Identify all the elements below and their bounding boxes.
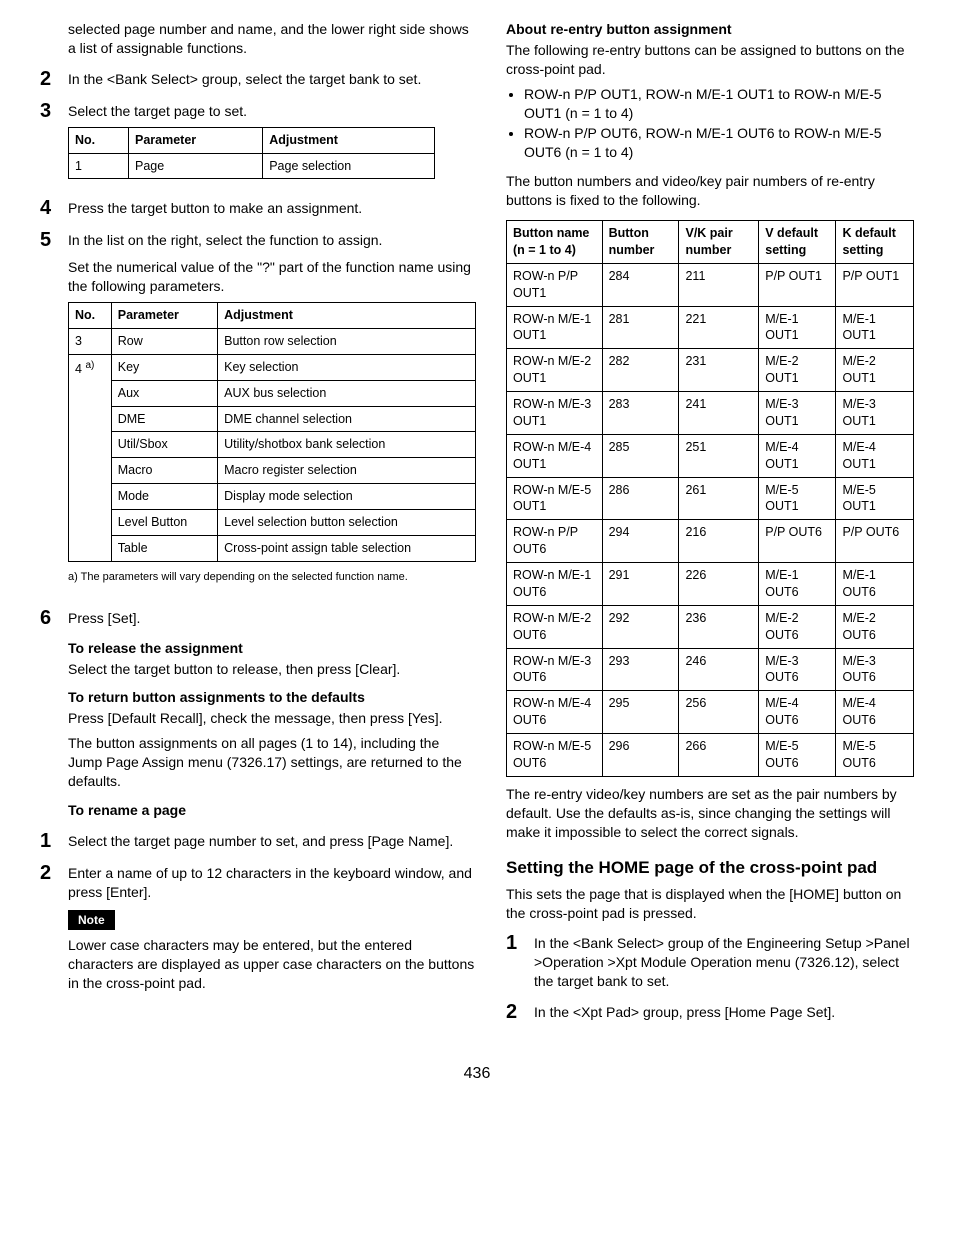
step-number: 1 xyxy=(40,830,68,852)
heading-reentry: About re-entry button assignment xyxy=(506,20,914,39)
left-column: selected page number and name, and the l… xyxy=(40,20,476,1033)
rename-step-1: 1 Select the target page number to set, … xyxy=(40,830,476,852)
step-body: In the <Bank Select> group of the Engine… xyxy=(534,932,914,991)
heading-return-defaults: To return button assignments to the defa… xyxy=(68,688,476,707)
table-row: ROW-n M/E-2 OUT1282231M/E-2 OUT1M/E-2 OU… xyxy=(507,349,914,392)
note-label: Note xyxy=(68,910,115,930)
table-row: ROW-n M/E-5 OUT1286261M/E-5 OUT1M/E-5 OU… xyxy=(507,477,914,520)
step-number: 2 xyxy=(40,862,68,884)
table-row: ROW-n M/E-2 OUT6292236M/E-2 OUT6M/E-2 OU… xyxy=(507,605,914,648)
page-content: selected page number and name, and the l… xyxy=(40,20,914,1033)
step-body: In the list on the right, select the fun… xyxy=(68,229,476,596)
step-number: 5 xyxy=(40,229,68,251)
table-row: ROW-n M/E-5 OUT6296266M/E-5 OUT6M/E-5 OU… xyxy=(507,734,914,777)
note-body: Lower case characters may be entered, bu… xyxy=(68,936,476,993)
step-body: Press [Set]. xyxy=(68,607,476,628)
text-reentry: The following re-entry buttons can be as… xyxy=(506,41,914,79)
table-row: ROW-n M/E-1 OUT6291226M/E-1 OUT6M/E-1 OU… xyxy=(507,563,914,606)
table-row: ROW-n M/E-4 OUT1285251M/E-4 OUT1M/E-4 OU… xyxy=(507,434,914,477)
step-number: 4 xyxy=(40,197,68,219)
step-6: 6 Press [Set]. xyxy=(40,607,476,629)
rename-step-2: 2 Enter a name of up to 12 characters in… xyxy=(40,862,476,993)
step-number: 3 xyxy=(40,100,68,122)
text-home: This sets the page that is displayed whe… xyxy=(506,885,914,923)
page-number: 436 xyxy=(40,1063,914,1085)
step-4: 4 Press the target button to make an ass… xyxy=(40,197,476,219)
table-page-param: No. Parameter Adjustment 1 Page Page sel… xyxy=(68,127,435,180)
table-row: ROW-n P/P OUT1284211P/P OUT1P/P OUT1 xyxy=(507,263,914,306)
heading-release: To release the assignment xyxy=(68,639,476,658)
step-number: 2 xyxy=(506,1001,534,1023)
table-function-params: No. Parameter Adjustment 3 Row Button ro… xyxy=(68,302,476,562)
table-footnote: a) The parameters will vary depending on… xyxy=(68,570,476,585)
text-return-1: Press [Default Recall], check the messag… xyxy=(68,709,476,728)
step-body: Select the target page number to set, an… xyxy=(68,830,476,851)
table-reentry-buttons: Button name (n = 1 to 4) Button number V… xyxy=(506,220,914,777)
heading-rename: To rename a page xyxy=(68,801,476,820)
right-column: About re-entry button assignment The fol… xyxy=(506,20,914,1033)
table-row: ROW-n M/E-3 OUT6293246M/E-3 OUT6M/E-3 OU… xyxy=(507,648,914,691)
text-defaults: The re-entry video/key numbers are set a… xyxy=(506,785,914,842)
step-body: In the <Bank Select> group, select the t… xyxy=(68,68,476,89)
table-row: ROW-n P/P OUT6294216P/P OUT6P/P OUT6 xyxy=(507,520,914,563)
intro-text: selected page number and name, and the l… xyxy=(68,20,476,58)
cell-no-4: 4 a) xyxy=(69,354,112,561)
table-row: ROW-n M/E-4 OUT6295256M/E-4 OUT6M/E-4 OU… xyxy=(507,691,914,734)
step-2: 2 In the <Bank Select> group, select the… xyxy=(40,68,476,90)
step-number: 6 xyxy=(40,607,68,629)
step-body: Press the target button to make an assig… xyxy=(68,197,476,218)
home-step-2: 2 In the <Xpt Pad> group, press [Home Pa… xyxy=(506,1001,914,1023)
step-5: 5 In the list on the right, select the f… xyxy=(40,229,476,596)
heading-home-page: Setting the HOME page of the cross-point… xyxy=(506,857,914,878)
step-body: Select the target page to set. No. Param… xyxy=(68,100,476,188)
step-number: 2 xyxy=(40,68,68,90)
text-release: Select the target button to release, the… xyxy=(68,660,476,679)
step-number: 1 xyxy=(506,932,534,954)
home-step-1: 1 In the <Bank Select> group of the Engi… xyxy=(506,932,914,991)
table-row: ROW-n M/E-3 OUT1283241M/E-3 OUT1M/E-3 OU… xyxy=(507,392,914,435)
text-return-2: The button assignments on all pages (1 t… xyxy=(68,734,476,791)
table-row: ROW-n M/E-1 OUT1281221M/E-1 OUT1M/E-1 OU… xyxy=(507,306,914,349)
step-body: Enter a name of up to 12 characters in t… xyxy=(68,862,476,993)
text-fixed: The button numbers and video/key pair nu… xyxy=(506,172,914,210)
step-3: 3 Select the target page to set. No. Par… xyxy=(40,100,476,188)
reentry-bullets: ROW-n P/P OUT1, ROW-n M/E-1 OUT1 to ROW-… xyxy=(506,85,914,163)
step-body: In the <Xpt Pad> group, press [Home Page… xyxy=(534,1001,914,1022)
